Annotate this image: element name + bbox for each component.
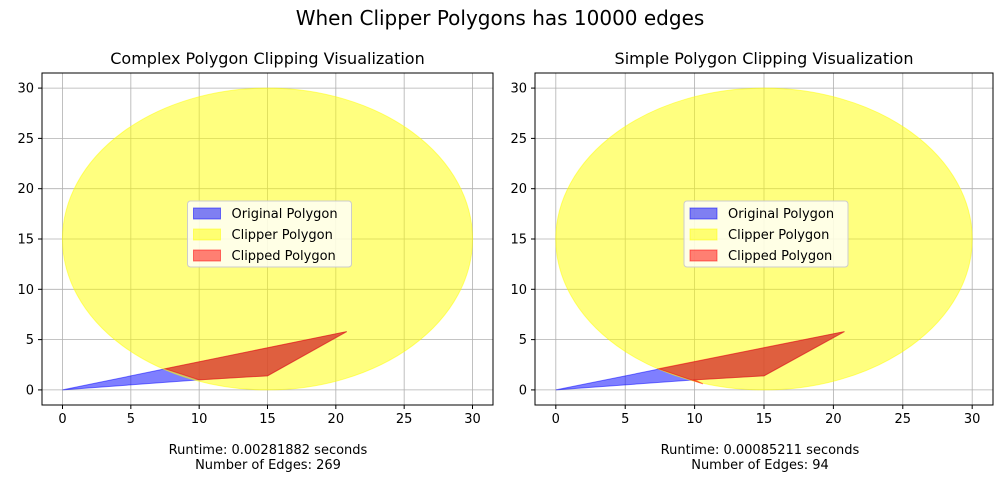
- caption-complex: Runtime: 0.00281882 seconds Number of Ed…: [68, 443, 468, 473]
- edges-count-text: Number of Edges: 269: [195, 458, 341, 473]
- x-tick-label: 15: [259, 412, 276, 427]
- x-tick-label: 20: [328, 412, 345, 427]
- clipper-polygon-legend-swatch: [193, 228, 221, 241]
- original-polygon-legend-swatch: [193, 207, 221, 220]
- y-tick-label: 30: [17, 82, 34, 97]
- y-tick-label: 20: [510, 182, 527, 197]
- y-tick-label: 15: [510, 233, 527, 248]
- clipper-polygon-legend-swatch: [689, 228, 718, 241]
- legend-box: [683, 200, 849, 268]
- legend-box: [187, 200, 352, 268]
- clipper-polygon-legend-label: Clipper Polygon: [728, 228, 829, 243]
- y-tick-label: 0: [26, 383, 34, 398]
- y-tick-label: 5: [519, 333, 527, 348]
- x-tick-label: 25: [895, 412, 912, 427]
- y-tick-label: 20: [17, 182, 34, 197]
- chart-title: Simple Polygon Clipping Visualization: [615, 49, 914, 68]
- clipper-polygon-legend-label: Clipper Polygon: [232, 228, 333, 243]
- x-tick-label: 10: [191, 412, 208, 427]
- x-tick-label: 25: [396, 412, 413, 427]
- x-tick-label: 5: [127, 412, 135, 427]
- x-tick-label: 30: [464, 412, 481, 427]
- clipped-polygon-shape: [656, 331, 845, 385]
- original-polygon-legend-swatch: [689, 207, 718, 220]
- clipped-polygon-legend-label: Clipped Polygon: [728, 249, 832, 264]
- original-polygon-legend-label: Original Polygon: [728, 207, 834, 222]
- y-tick-label: 25: [17, 132, 34, 147]
- y-tick-label: 5: [26, 333, 34, 348]
- runtime-text: Runtime: 0.00085211 seconds: [660, 443, 860, 458]
- legend: Original Polygon Clipper Polygon Clipped P…: [683, 200, 849, 268]
- clipped-polygon-legend-swatch: [193, 249, 221, 262]
- runtime-text: Runtime: 0.00281882 seconds: [168, 443, 368, 458]
- y-tick-label: 25: [510, 132, 527, 147]
- y-tick-label: 10: [510, 283, 527, 298]
- x-tick-label: 0: [58, 412, 66, 427]
- x-tick-label: 30: [964, 412, 981, 427]
- chart-title: Complex Polygon Clipping Visualization: [110, 49, 424, 68]
- x-tick-label: 15: [756, 412, 773, 427]
- y-tick-label: 30: [510, 82, 527, 97]
- clipped-polygon-shape: [163, 331, 348, 381]
- y-tick-label: 0: [519, 383, 527, 398]
- caption-simple: Runtime: 0.00085211 seconds Number of Ed…: [560, 443, 960, 473]
- x-tick-label: 10: [686, 412, 703, 427]
- clipped-polygon-legend-swatch: [689, 249, 718, 262]
- y-tick-label: 10: [17, 283, 34, 298]
- clipped-polygon-legend-label: Clipped Polygon: [232, 249, 336, 264]
- legend: Original Polygon Clipper Polygon Clipped P…: [187, 200, 352, 268]
- y-tick-label: 15: [17, 233, 34, 248]
- x-tick-label: 5: [621, 412, 629, 427]
- figure-suptitle: When Clipper Polygons has 10000 edges: [295, 6, 705, 30]
- x-tick-label: 20: [825, 412, 842, 427]
- x-tick-label: 0: [552, 412, 560, 427]
- edges-count-text: Number of Edges: 94: [691, 458, 829, 473]
- original-polygon-legend-label: Original Polygon: [232, 207, 338, 222]
